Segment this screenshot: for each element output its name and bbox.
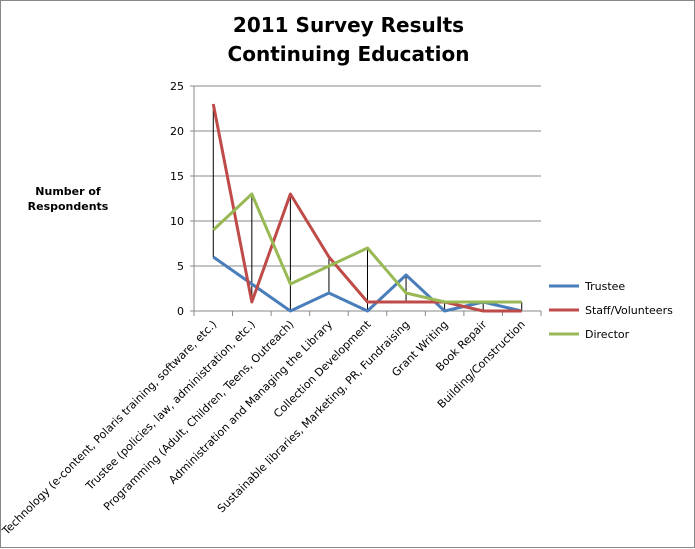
y-tick-label: 25: [170, 80, 184, 93]
y-tick-label: 10: [170, 215, 184, 228]
legend-label: Staff/Volunteers: [585, 304, 673, 317]
y-tick-label: 0: [177, 305, 184, 318]
y-tick-label: 5: [177, 260, 184, 273]
x-tick-label: Trustee (policies, law, administration, …: [83, 318, 258, 493]
y-tick-label: 20: [170, 125, 184, 138]
legend-label: Director: [585, 328, 630, 341]
legend-label: Trustee: [584, 280, 625, 293]
y-tick-label: 15: [170, 170, 184, 183]
